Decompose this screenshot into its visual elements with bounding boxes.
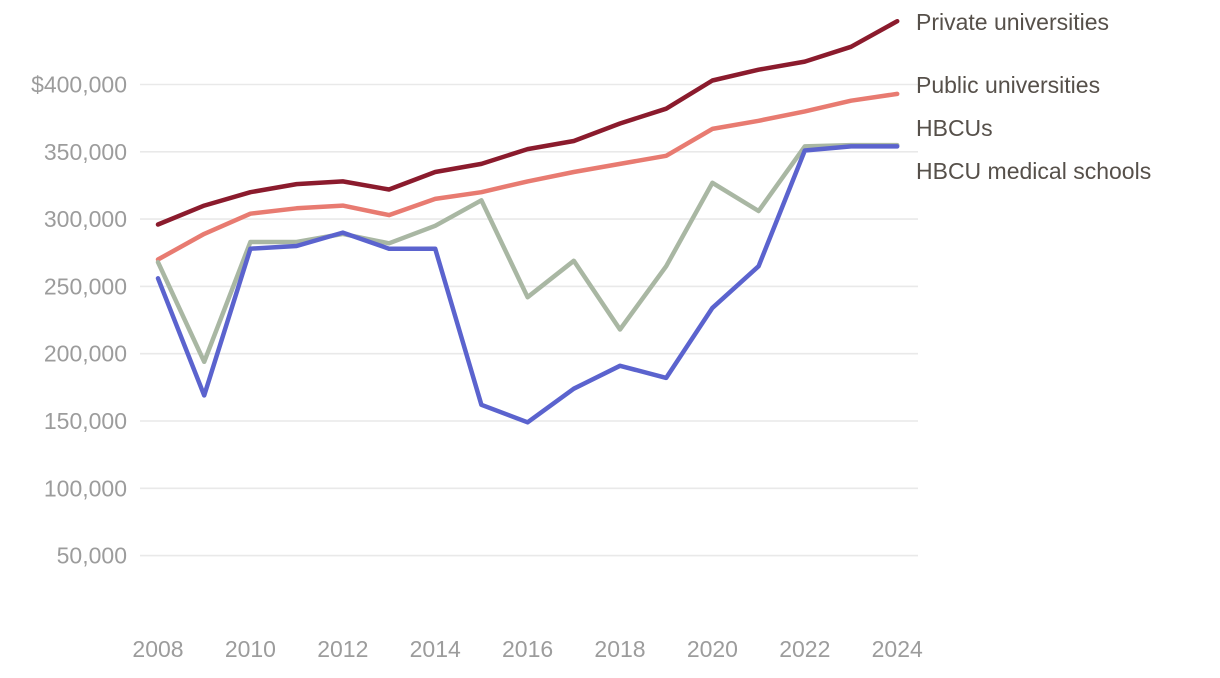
y-axis-tick-label: 150,000 bbox=[44, 408, 127, 434]
y-axis-tick-label: 250,000 bbox=[44, 273, 127, 299]
y-axis-tick-label: $400,000 bbox=[31, 72, 127, 98]
y-axis-tick-label: 50,000 bbox=[57, 543, 127, 569]
legend-label-hbcu-medical-schools: HBCU medical schools bbox=[916, 158, 1152, 184]
x-axis-tick-label: 2008 bbox=[132, 636, 183, 662]
series-line-hbcus bbox=[155, 142, 900, 365]
legend-label-hbcus: HBCUs bbox=[916, 115, 993, 141]
series-line-hbcu-medical-schools bbox=[155, 144, 900, 425]
y-axis-tick-label: 100,000 bbox=[44, 475, 127, 501]
x-axis-tick-label: 2010 bbox=[225, 636, 276, 662]
series-line-public-universities bbox=[155, 91, 900, 262]
y-axis-tick-label: 200,000 bbox=[44, 341, 127, 367]
y-axis-tick-label: 350,000 bbox=[44, 139, 127, 165]
legend-label-public-universities: Public universities bbox=[916, 72, 1101, 98]
x-axis-tick-label: 2016 bbox=[502, 636, 553, 662]
x-axis-tick-label: 2012 bbox=[317, 636, 368, 662]
x-axis-tick-label: 2018 bbox=[594, 636, 645, 662]
legend-label-private-universities: Private universities bbox=[916, 9, 1110, 35]
x-axis-tick-label: 2024 bbox=[872, 636, 923, 662]
series-line-private-universities bbox=[155, 18, 900, 227]
x-axis-tick-label: 2020 bbox=[687, 636, 738, 662]
x-axis-tick-label: 2022 bbox=[779, 636, 830, 662]
x-axis-tick-label: 2014 bbox=[410, 636, 461, 662]
y-axis-tick-label: 300,000 bbox=[44, 206, 127, 232]
